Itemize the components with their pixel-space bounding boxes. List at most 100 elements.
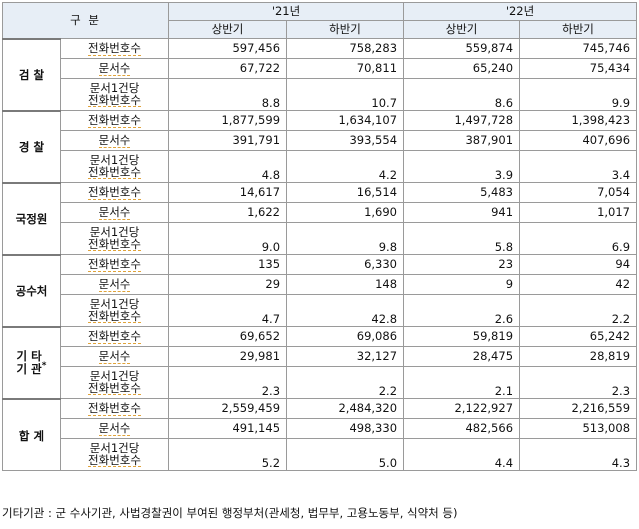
- value-cell: 14,617: [168, 182, 288, 203]
- header-half: 하반기: [286, 20, 405, 39]
- value-cell: 65,240: [403, 58, 521, 79]
- value-cell: 1,497,728: [403, 110, 521, 131]
- value-cell: 2,559,459: [168, 398, 288, 419]
- value-cell: 2,122,927: [403, 398, 521, 419]
- value-cell: 29: [168, 274, 288, 295]
- value-cell: 391,791: [168, 130, 288, 151]
- value-cell: 393,554: [286, 130, 405, 151]
- group-label: 합 계: [2, 397, 61, 471]
- value-cell: 2.3: [168, 366, 288, 399]
- table-row: 합 계 전화번호수 2,559,459 2,484,320 2,122,927 2,216…: [2, 397, 638, 471]
- footnote: 기타기관 : 군 수사기관, 사법경찰권이 부여된 행정부처(관세청, 법무부,…: [2, 506, 458, 520]
- value-cell: 597,456: [168, 38, 288, 59]
- value-cell: 16,514: [286, 182, 405, 203]
- value-cell: 1,690: [286, 202, 405, 223]
- value-cell: 491,145: [168, 418, 288, 439]
- value-cell: 2,484,320: [286, 398, 405, 419]
- row-label: 문서수: [59, 274, 170, 295]
- value-cell: 32,127: [286, 346, 405, 367]
- row-label: 문서1건당 전화번호수: [59, 366, 170, 399]
- value-cell: 2.2: [519, 294, 638, 327]
- header-year-2022: '22년: [403, 2, 638, 21]
- group-label: 검 찰: [2, 37, 61, 111]
- row-label: 문서수: [59, 346, 170, 367]
- value-cell: 94: [519, 254, 638, 275]
- row-label: 문서수: [59, 418, 170, 439]
- value-cell: 23: [403, 254, 521, 275]
- value-cell: 6.9: [519, 222, 638, 255]
- value-cell: 10.7: [286, 78, 405, 111]
- row-label: 전화번호수: [59, 398, 170, 419]
- group-label: 공수처: [2, 253, 61, 327]
- value-cell: 6,330: [286, 254, 405, 275]
- value-cell: 2.1: [403, 366, 521, 399]
- value-cell: 4.2: [286, 150, 405, 183]
- table-row: 경 찰 전화번호수 1,877,599 1,634,107 1,497,728 1,398…: [2, 109, 638, 183]
- value-cell: 941: [403, 202, 521, 223]
- value-cell: 4.3: [519, 438, 638, 471]
- value-cell: 498,330: [286, 418, 405, 439]
- value-cell: 5.0: [286, 438, 405, 471]
- header-row-years: 구 분 '21년 '22년: [1, 2, 638, 39]
- value-cell: 1,622: [168, 202, 288, 223]
- value-cell: 148: [286, 274, 405, 295]
- table-row: 문서1건당 전화번호수 4.8 4.2 3.9 3.4: [3, 150, 638, 183]
- value-cell: 1,017: [519, 202, 638, 223]
- value-cell: 9: [403, 274, 521, 295]
- table-row: 문서1건당 전화번호수 2.3 2.2 2.1 2.3: [3, 366, 638, 399]
- row-label: 문서수: [59, 202, 170, 223]
- value-cell: 407,696: [519, 130, 638, 151]
- value-cell: 7,054: [519, 182, 638, 203]
- value-cell: 28,475: [403, 346, 521, 367]
- telecom-data-table: 구 분 '21년 '22년 상반기 하반기 상반기 하반기 검 찰 전화번호수 59…: [1, 2, 638, 471]
- value-cell: 758,283: [286, 38, 405, 59]
- row-label: 문서수: [59, 130, 170, 151]
- value-cell: 482,566: [403, 418, 521, 439]
- header-half: 상반기: [403, 20, 521, 39]
- value-cell: 9.8: [286, 222, 405, 255]
- row-label: 문서1건당 전화번호수: [59, 78, 170, 111]
- value-cell: 9.0: [168, 222, 288, 255]
- value-cell: 3.9: [403, 150, 521, 183]
- row-label: 문서1건당 전화번호수: [59, 150, 170, 183]
- value-cell: 67,722: [168, 58, 288, 79]
- header-year-2021: '21년: [168, 2, 405, 21]
- value-cell: 2.3: [519, 366, 638, 399]
- value-cell: 5.2: [168, 438, 288, 471]
- row-label: 문서1건당 전화번호수: [59, 294, 170, 327]
- table-row: 문서수 491,145 498,330 482,566 513,008: [3, 418, 638, 439]
- value-cell: 59,819: [403, 326, 521, 347]
- row-label: 전화번호수: [59, 182, 170, 203]
- value-cell: 745,746: [519, 38, 638, 59]
- table-row: 문서수 29,981 32,127 28,475 28,819: [3, 346, 638, 367]
- table-body: 검 찰 전화번호수 597,456 758,283 559,874 745,746 문서수 6…: [2, 37, 638, 471]
- value-cell: 5.8: [403, 222, 521, 255]
- row-label: 전화번호수: [59, 38, 170, 59]
- value-cell: 4.8: [168, 150, 288, 183]
- value-cell: 135: [168, 254, 288, 275]
- table-row: 공수처 전화번호수 135 6,330 23 94: [2, 253, 638, 327]
- value-cell: 2.6: [403, 294, 521, 327]
- value-cell: 75,434: [519, 58, 638, 79]
- value-cell: 5,483: [403, 182, 521, 203]
- value-cell: 65,242: [519, 326, 638, 347]
- value-cell: 4.7: [168, 294, 288, 327]
- table-row: 문서1건당 전화번호수 8.8 10.7 8.6 9.9: [3, 78, 638, 111]
- value-cell: 3.4: [519, 150, 638, 183]
- group-label: 기 타 기 관*: [2, 325, 61, 399]
- value-cell: 69,652: [168, 326, 288, 347]
- table-row: 문서1건당 전화번호수 5.2 5.0 4.4 4.3: [3, 438, 638, 471]
- value-cell: 42.8: [286, 294, 405, 327]
- header-half: 상반기: [168, 20, 288, 39]
- group-label: 경 찰: [2, 109, 61, 183]
- value-cell: 29,981: [168, 346, 288, 367]
- table-row: 검 찰 전화번호수 597,456 758,283 559,874 745,746: [2, 37, 638, 111]
- value-cell: 28,819: [519, 346, 638, 367]
- value-cell: 8.8: [168, 78, 288, 111]
- row-label: 문서1건당 전화번호수: [59, 438, 170, 471]
- value-cell: 69,086: [286, 326, 405, 347]
- row-label: 문서수: [59, 58, 170, 79]
- value-cell: 387,901: [403, 130, 521, 151]
- value-cell: 513,008: [519, 418, 638, 439]
